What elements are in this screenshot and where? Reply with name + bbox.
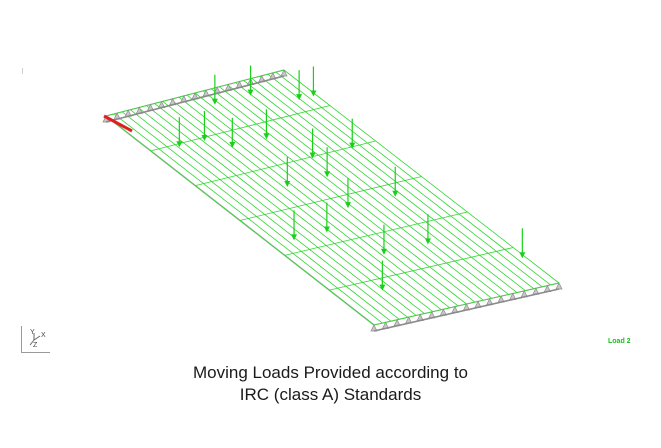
axis-triad: Y X Z <box>21 326 50 353</box>
support-base-line <box>105 75 285 123</box>
transverse-member <box>239 176 422 221</box>
load-arrow-head <box>296 94 303 101</box>
load-arrow-head <box>284 180 291 187</box>
load-arrow-head <box>424 238 431 245</box>
load-arrow-head <box>324 171 331 178</box>
load-arrow-head <box>211 98 218 105</box>
load-arrow-head <box>229 141 236 148</box>
figure-caption-line-1: Moving Loads Provided according to <box>193 363 468 382</box>
load-case-label: Load 2 <box>608 338 631 345</box>
load-arrow-head <box>379 284 386 291</box>
z-axis-line <box>29 339 35 346</box>
load-arrow-head <box>380 248 387 255</box>
load-arrow-head <box>263 133 270 140</box>
highlighted-member-line <box>103 114 133 133</box>
viewport-edge-tick <box>22 68 23 74</box>
transverse-member <box>195 140 376 187</box>
deck-grillage-mesh <box>105 69 560 326</box>
transverse-member <box>329 247 514 291</box>
x-axis-line <box>33 335 41 341</box>
load-arrow-head <box>201 134 208 141</box>
load-arrow-head <box>323 226 330 233</box>
load-arrow-head <box>349 142 356 149</box>
axis-label-x: X <box>41 332 46 339</box>
support-base-line <box>373 288 560 332</box>
load-arrow-head <box>519 252 526 259</box>
load-arrow-head <box>310 90 317 97</box>
axis-label-z: Z <box>33 342 38 349</box>
load-arrow-head <box>392 190 399 197</box>
figure-caption-line-2: IRC (class A) Standards <box>239 385 422 404</box>
deck-boundary-lines <box>105 69 560 326</box>
load-arrow-head <box>176 141 183 148</box>
supports-left-end[interactable] <box>102 69 288 123</box>
selected-member[interactable] <box>103 114 133 133</box>
transverse-member <box>284 211 468 256</box>
load-arrow-head <box>247 89 254 96</box>
load-arrow-head <box>291 234 298 241</box>
moving-load-arrows <box>176 65 526 291</box>
axis-label-y: Y <box>30 329 35 336</box>
load-arrow-head <box>344 202 351 209</box>
transverse-member <box>150 105 330 152</box>
supports-right-end[interactable] <box>370 282 563 332</box>
load-arrow-head <box>309 152 316 159</box>
